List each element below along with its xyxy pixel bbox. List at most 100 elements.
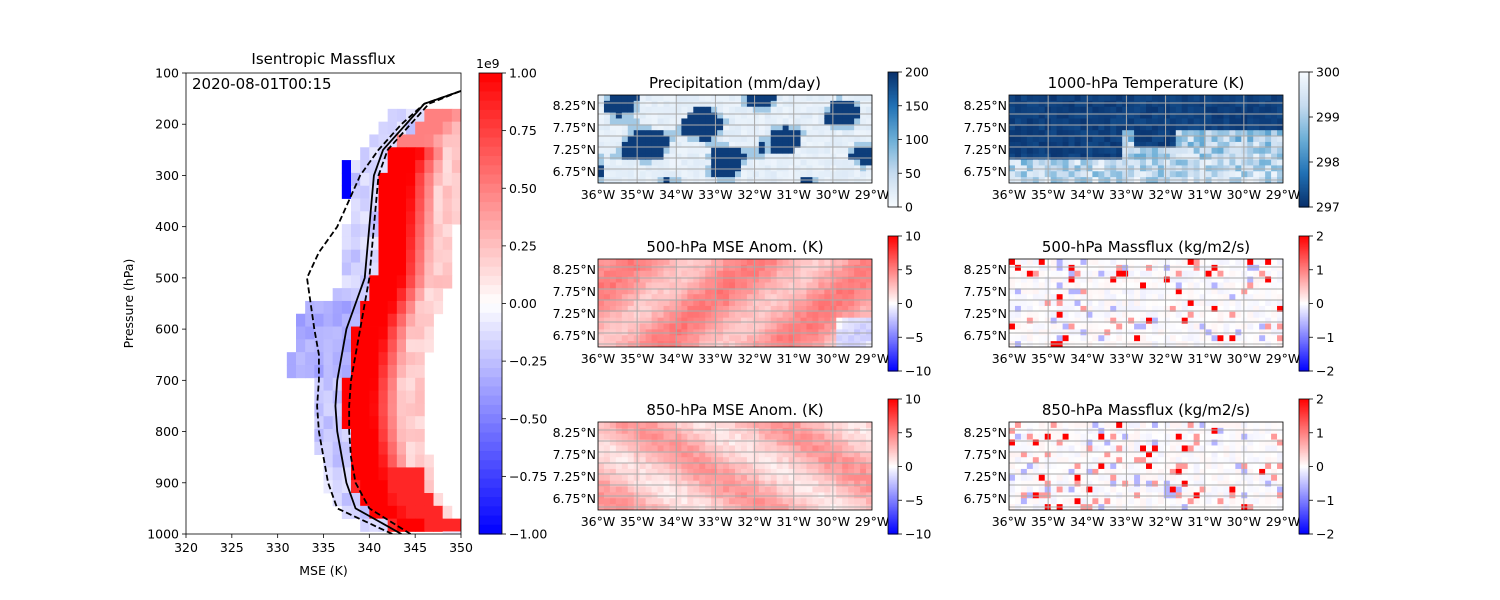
lat-tick-label: 7.25°N — [964, 306, 1007, 321]
lon-tick-label: 32°W — [737, 514, 772, 529]
map-panel-1: Precipitation (mm/day) 8.25°N 7.75°N 7.25°N… — [553, 74, 890, 202]
lon-tick-label: 32°W — [1148, 187, 1183, 202]
lat-tick-label: 7.75°N — [553, 284, 596, 299]
map-colorbar-1: 0 50 100 150 200 — [887, 65, 929, 215]
map-panel-2: 1000-hPa Temperature (K) 8.25°N 7.75°N 7.25… — [964, 74, 1301, 202]
panel-title: 1000-hPa Temperature (K) — [1048, 74, 1245, 92]
lon-tick-label: 36°W — [581, 187, 616, 202]
lon-tick-label: 33°W — [1109, 514, 1144, 529]
map-colorbar-5: −10 −5 0 5 10 — [887, 392, 931, 542]
colorbar-tick-label: 300 — [1316, 65, 1340, 80]
panel-title: 850-hPa MSE Anom. (K) — [646, 401, 823, 419]
map-field — [598, 422, 872, 510]
y-tick-label: 500 — [155, 270, 179, 285]
x-tick-label: 320 — [174, 540, 198, 555]
y-tick-label: 300 — [155, 168, 179, 183]
map-field — [1009, 259, 1283, 347]
mse-profile-1 — [306, 90, 461, 534]
map-panel-4: 500-hPa Massflux (kg/m2/s) 8.25°N 7.75°N 7.… — [964, 238, 1301, 366]
lon-tick-label: 34°W — [659, 351, 694, 366]
lon-tick-label: 33°W — [698, 514, 733, 529]
colorbar-tick-label: 1.00 — [509, 66, 537, 81]
lat-tick-label: 6.75°N — [553, 491, 596, 506]
map-colorbar-4: −2 −1 0 1 2 — [1298, 229, 1334, 379]
lon-tick-label: 29°W — [1266, 514, 1301, 529]
lat-tick-label: 8.25°N — [553, 262, 596, 277]
y-tick-label: 400 — [155, 219, 179, 234]
map-frame — [1008, 94, 1284, 184]
colorbar-tick-label: 0 — [1316, 296, 1324, 311]
lon-tick-label: 30°W — [816, 351, 851, 366]
lat-tick-label: 6.75°N — [553, 164, 596, 179]
lon-tick-label: 33°W — [698, 351, 733, 366]
lon-tick-label: 31°W — [776, 351, 811, 366]
lat-tick-label: 6.75°N — [553, 328, 596, 343]
lon-tick-label: 32°W — [1148, 351, 1183, 366]
lat-tick-label: 8.25°N — [553, 98, 596, 113]
colorbar-tick-label: 297 — [1316, 200, 1340, 215]
lon-tick-label: 32°W — [737, 351, 772, 366]
colorbar-tick-label: 0.75 — [509, 123, 537, 138]
map-colorbar-6: −2 −1 0 1 2 — [1298, 392, 1334, 542]
massflux-panel: 320 325 330 335 340 345 350 100 200 300 400 500 600 7… — [121, 50, 500, 578]
lat-tick-label: 8.25°N — [964, 425, 1007, 440]
lat-tick-label: 7.25°N — [553, 469, 596, 484]
lon-tick-label: 36°W — [992, 187, 1027, 202]
lat-tick-label: 7.75°N — [964, 284, 1007, 299]
map-panel-5: 850-hPa MSE Anom. (K) 8.25°N 7.75°N 7.25°N 6… — [553, 401, 890, 529]
lat-tick-label: 7.25°N — [553, 142, 596, 157]
mse-profile-0 — [334, 90, 461, 534]
colorbar-tick-label: 0.25 — [509, 238, 537, 253]
map-colorbar-2: 297 298 299 300 — [1298, 65, 1340, 215]
map-frame — [1008, 258, 1284, 348]
colorbar-tick-label: −2 — [1316, 527, 1334, 542]
lon-tick-label: 29°W — [855, 187, 890, 202]
colorbar-tick-label: 5 — [905, 262, 913, 277]
lon-tick-label: 36°W — [581, 514, 616, 529]
x-tick-label: 335 — [312, 540, 336, 555]
lat-tick-label: 6.75°N — [964, 328, 1007, 343]
lon-tick-label: 36°W — [992, 351, 1027, 366]
lon-tick-label: 35°W — [1031, 351, 1066, 366]
lon-tick-label: 35°W — [620, 514, 655, 529]
lat-tick-label: 6.75°N — [964, 164, 1007, 179]
colorbar-tick-label: 0 — [1316, 459, 1324, 474]
colorbar-tick-label: 1 — [1316, 262, 1324, 277]
lon-tick-label: 31°W — [776, 514, 811, 529]
lon-tick-label: 33°W — [1109, 187, 1144, 202]
map-field — [598, 95, 872, 183]
colorbar-tick-label: −2 — [1316, 364, 1334, 379]
massflux-heatmap — [286, 90, 461, 534]
lon-tick-label: 36°W — [992, 514, 1027, 529]
colorbar-tick-label: 0 — [905, 459, 913, 474]
colorbar-tick-label: −0.75 — [509, 469, 547, 484]
lat-tick-label: 7.75°N — [964, 120, 1007, 135]
colorbar-tick-label: 10 — [905, 229, 921, 244]
lon-tick-label: 29°W — [855, 351, 890, 366]
lon-tick-label: 34°W — [1070, 351, 1105, 366]
lon-tick-label: 35°W — [620, 187, 655, 202]
lon-tick-label: 30°W — [1227, 187, 1262, 202]
y-tick-label: 100 — [155, 66, 179, 81]
colorbar-tick-label: 5 — [905, 425, 913, 440]
y-tick-label: 1000 — [147, 527, 179, 542]
panel-title: 850-hPa Massflux (kg/m2/s) — [1042, 401, 1250, 419]
map-frame — [1008, 421, 1284, 511]
colorbar-tick-label: −1 — [1316, 493, 1334, 508]
lat-tick-label: 7.75°N — [964, 447, 1007, 462]
map-frame — [597, 258, 873, 348]
map-panel-6: 850-hPa Massflux (kg/m2/s) 8.25°N 7.75°N 7.… — [964, 401, 1301, 529]
colorbar-tick-label: −1.00 — [509, 527, 547, 542]
x-tick-label: 325 — [220, 540, 244, 555]
panel-title: Precipitation (mm/day) — [649, 74, 821, 92]
x-tick-label: 330 — [266, 540, 290, 555]
colorbar-tick-label: 1 — [1316, 425, 1324, 440]
colorbar-tick-label: 0.50 — [509, 181, 537, 196]
colorbar-tick-label: 200 — [905, 65, 929, 80]
colorbar-tick-label: 0 — [905, 200, 913, 215]
lat-tick-label: 7.75°N — [553, 120, 596, 135]
lat-tick-label: 7.25°N — [964, 469, 1007, 484]
lon-tick-label: 34°W — [1070, 187, 1105, 202]
timestamp-annotation: 2020-08-01T00:15 — [192, 75, 332, 93]
